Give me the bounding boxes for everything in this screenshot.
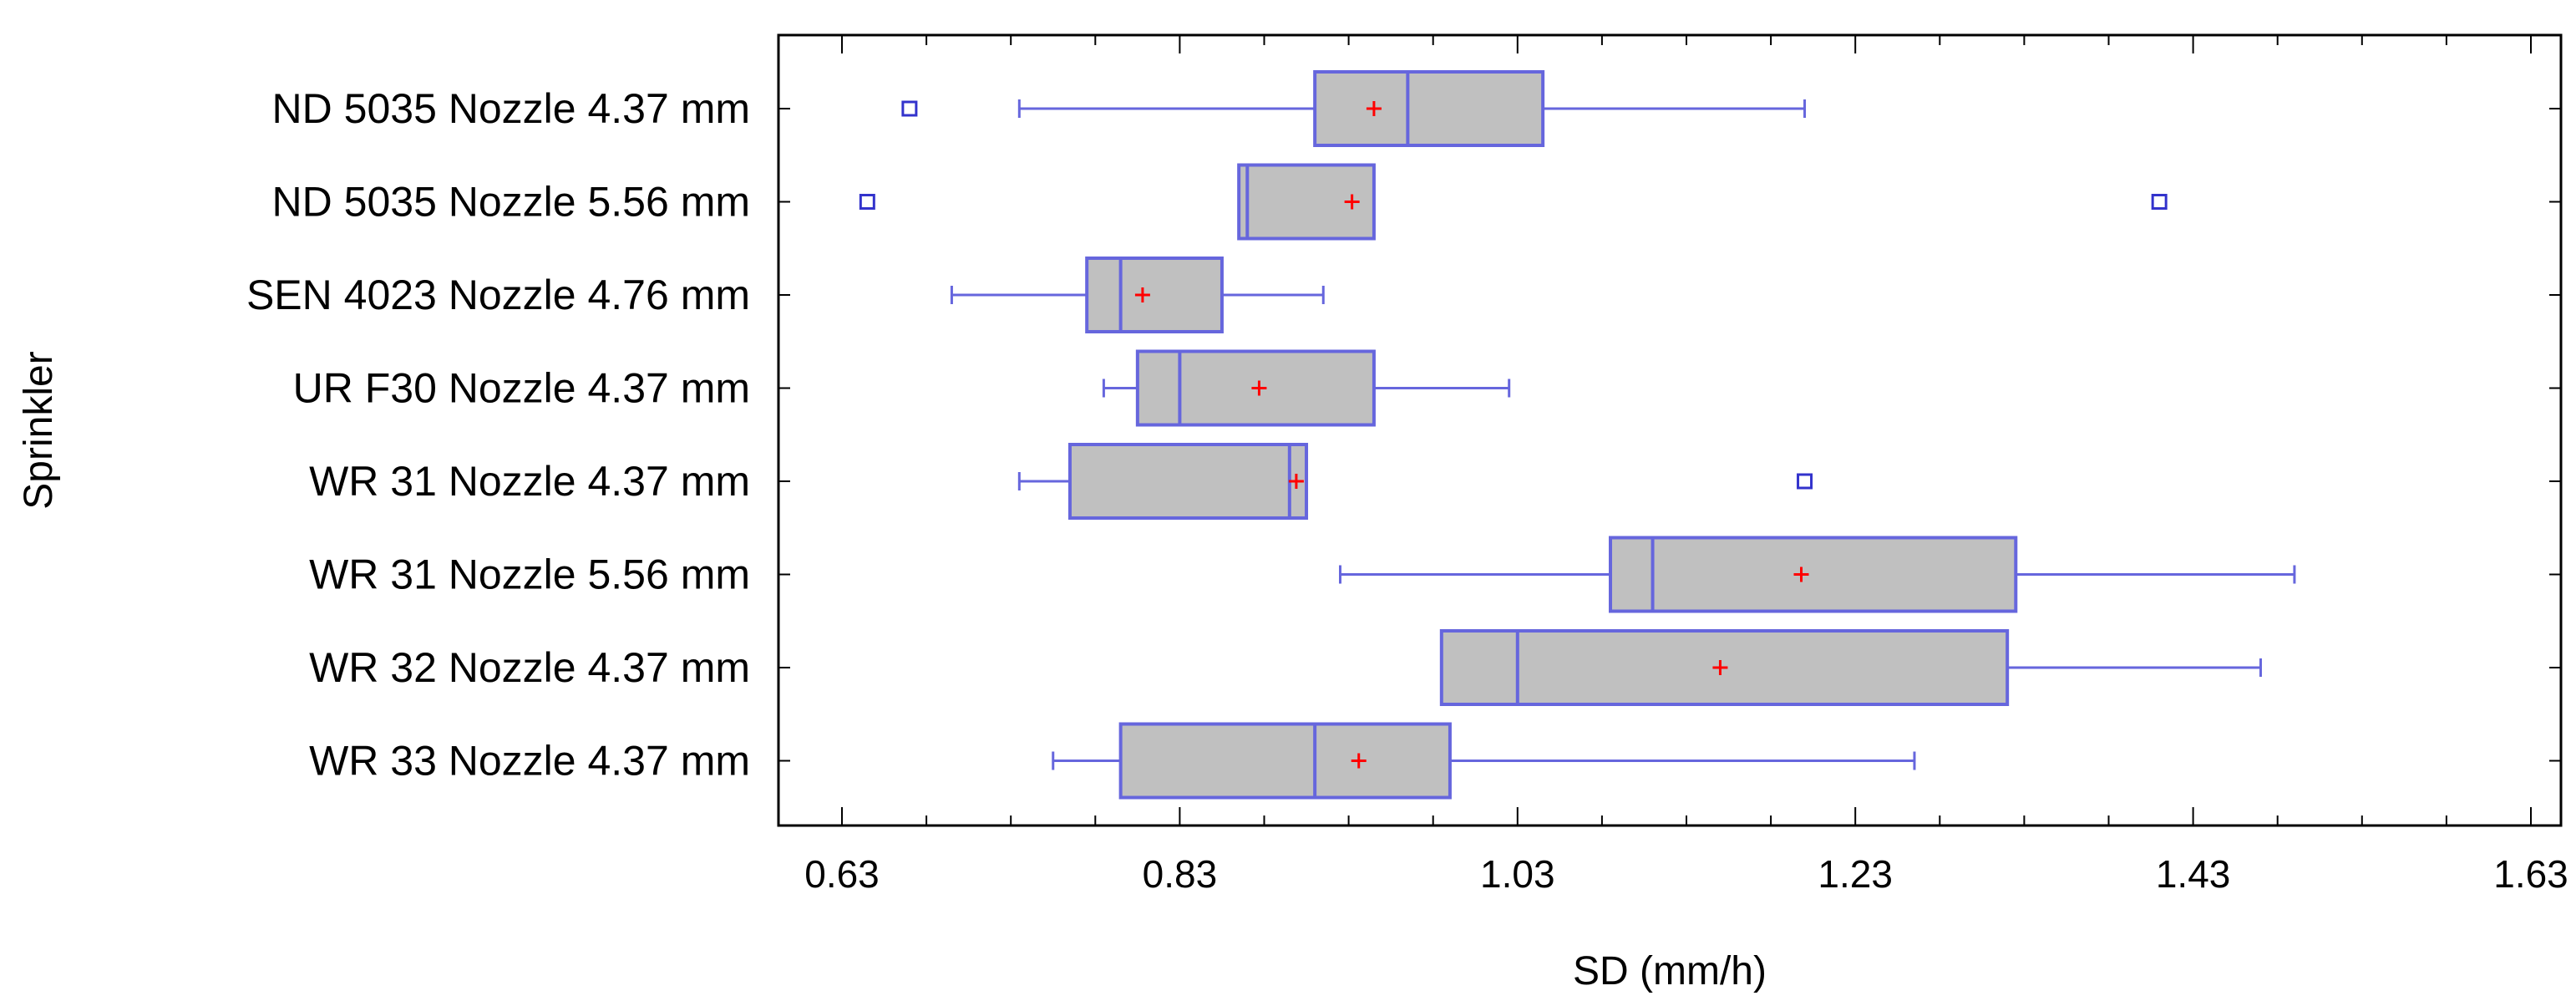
iqr-box — [1085, 257, 1224, 333]
x-tick-labels: 0.63 0.83 1.03 1.23 1.43 1.63 — [804, 852, 2568, 896]
category-label: SEN 4023 Nozzle 4.76 mm — [246, 272, 750, 318]
x-tick-label: 0.63 — [804, 852, 880, 896]
iqr-box — [1067, 443, 1309, 520]
box-6 — [1338, 536, 2296, 613]
x-axis-title: SD (mm/h) — [1573, 949, 1767, 993]
box-5 — [1017, 443, 1813, 520]
x-tick-label: 1.03 — [1480, 852, 1555, 896]
x-tick-label: 1.23 — [1818, 852, 1893, 896]
box-2 — [859, 163, 2168, 241]
outlier-marker — [1797, 473, 1813, 490]
box-3 — [950, 257, 1325, 333]
category-label: WR 33 Nozzle 4.37 mm — [309, 738, 750, 785]
plot-area-frame — [777, 33, 2563, 827]
x-tick-label: 1.43 — [2156, 852, 2231, 896]
box-series — [859, 70, 2296, 800]
x-tick-label: 0.83 — [1143, 852, 1218, 896]
box-1 — [901, 70, 1807, 147]
category-label: ND 5035 Nozzle 4.37 mm — [272, 85, 750, 132]
iqr-box — [1313, 70, 1545, 147]
y-axis-title: Sprinkler — [17, 351, 61, 509]
iqr-box — [1609, 536, 2018, 613]
iqr-box — [1118, 722, 1452, 800]
outlier-marker — [2151, 194, 2168, 210]
box-8 — [1052, 722, 1916, 800]
box-7 — [1439, 629, 2262, 706]
category-label: ND 5035 Nozzle 5.56 mm — [272, 179, 750, 226]
box-4 — [1102, 349, 1511, 427]
outlier-marker — [859, 194, 875, 210]
category-label: WR 31 Nozzle 4.37 mm — [309, 458, 750, 505]
x-axis-ticks — [778, 35, 2561, 826]
x-tick-label: 1.63 — [2493, 852, 2568, 896]
outlier-marker — [901, 100, 918, 117]
category-label: WR 32 Nozzle 4.37 mm — [309, 644, 750, 691]
category-labels: ND 5035 Nozzle 4.37 mm ND 5035 Nozzle 5.5… — [246, 85, 750, 785]
category-label: WR 31 Nozzle 5.56 mm — [309, 551, 750, 598]
category-label: UR F30 Nozzle 4.37 mm — [293, 365, 750, 412]
